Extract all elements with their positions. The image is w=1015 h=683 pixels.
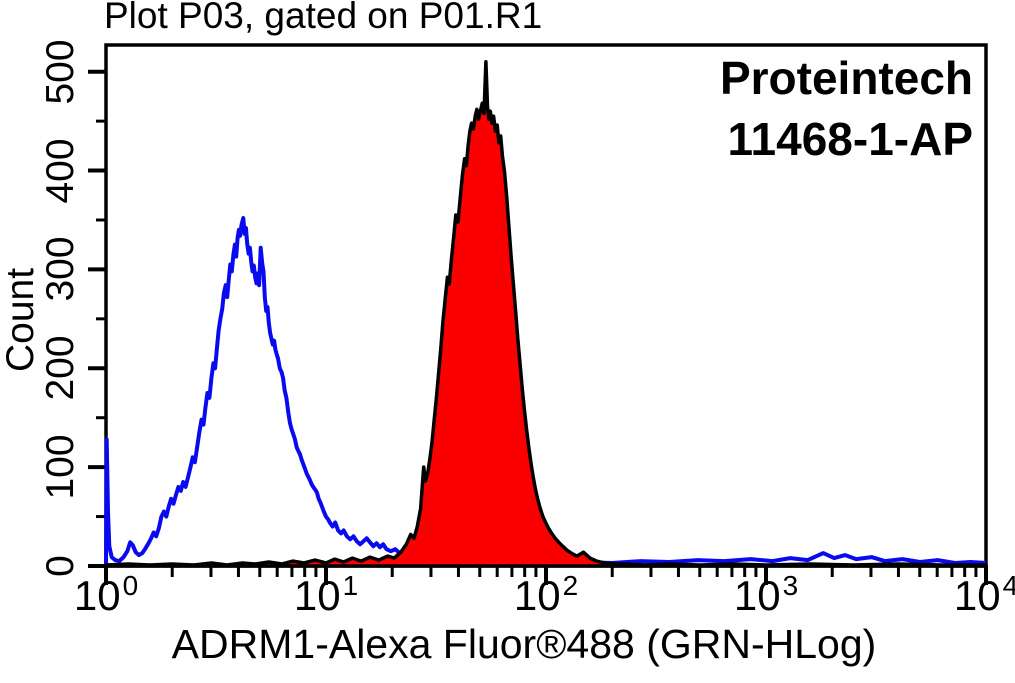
vendor-name: Proteintech: [719, 52, 973, 104]
x-tick-exponent: 4: [1002, 570, 1015, 602]
y-tick-label: 300: [39, 236, 82, 302]
catalog-number: 11468-1-AP: [727, 113, 974, 165]
x-tick-label: 104: [954, 570, 1015, 620]
vendor-annotation: Proteintech 11468-1-AP: [720, 48, 973, 170]
y-axis-label: Count: [0, 267, 42, 373]
blue-control-curve: [104, 216, 987, 565]
plot-title: Plot P03, gated on P01.R1: [104, 0, 543, 36]
x-tick-exponent: 1: [342, 570, 359, 602]
y-tick-label: 200: [39, 335, 82, 401]
red-filled-curve: [104, 60, 988, 568]
y-tick-label: 100: [39, 434, 82, 500]
x-tick-exponent: 2: [562, 570, 579, 602]
x-tick-label: 103: [733, 570, 799, 619]
y-tick-label: 500: [39, 39, 82, 105]
x-tick-label: 100: [73, 570, 139, 619]
x-tick-exponent: 0: [122, 570, 139, 602]
x-tick-exponent: 3: [782, 570, 799, 602]
y-tick-label: 0: [39, 555, 82, 577]
x-tick-label: 102: [513, 570, 579, 619]
x-axis-label: ADRM1-Alexa Fluor®488 (GRN-HLog): [171, 621, 877, 667]
x-tick-label: 101: [293, 570, 359, 619]
y-tick-label: 400: [39, 138, 82, 204]
